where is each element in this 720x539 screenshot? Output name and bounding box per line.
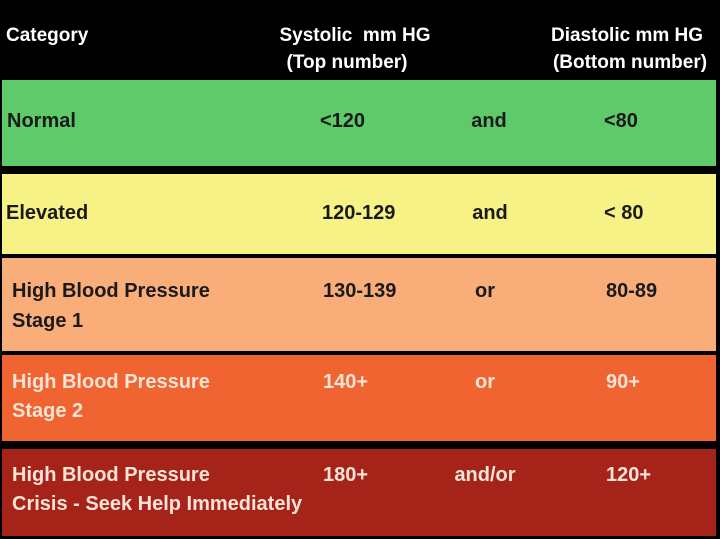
header-systolic: Systolic mm HG xyxy=(279,25,431,46)
systolic: <120 xyxy=(320,110,366,132)
category: High Blood Pressure xyxy=(12,280,210,302)
connector: and xyxy=(471,110,507,132)
category: Crisis - Seek Help Immediately xyxy=(12,493,303,515)
systolic: 180+ xyxy=(323,464,369,486)
systolic: 130-139 xyxy=(323,280,397,302)
header-diastolic-sub: (Bottom number) xyxy=(552,52,708,73)
diastolic: 120+ xyxy=(606,464,652,486)
category: High Blood Pressure xyxy=(12,464,210,486)
diastolic: <80 xyxy=(604,110,638,132)
connector: or xyxy=(475,371,495,393)
category: Elevated xyxy=(6,202,89,224)
category: Stage 2 xyxy=(12,400,84,422)
category: Stage 1 xyxy=(12,310,84,332)
category: High Blood Pressure xyxy=(12,371,210,393)
header-diastolic: Diastolic mm HG xyxy=(550,25,704,46)
diastolic: 90+ xyxy=(606,371,640,393)
diastolic: 80-89 xyxy=(606,280,658,302)
row-elevated xyxy=(2,174,716,254)
row-stage1 xyxy=(2,258,716,351)
connector: or xyxy=(475,280,495,302)
row-crisis xyxy=(2,449,716,536)
systolic: 140+ xyxy=(323,371,369,393)
diastolic: < 80 xyxy=(604,202,644,224)
header-category: Category xyxy=(6,25,89,46)
connector: and/or xyxy=(454,464,516,486)
row-stage2 xyxy=(2,355,716,441)
header-systolic-sub: (Top number) xyxy=(286,52,408,73)
category: Normal xyxy=(7,110,76,132)
connector: and xyxy=(472,202,508,224)
row-normal xyxy=(2,80,716,166)
systolic: 120-129 xyxy=(322,202,396,224)
